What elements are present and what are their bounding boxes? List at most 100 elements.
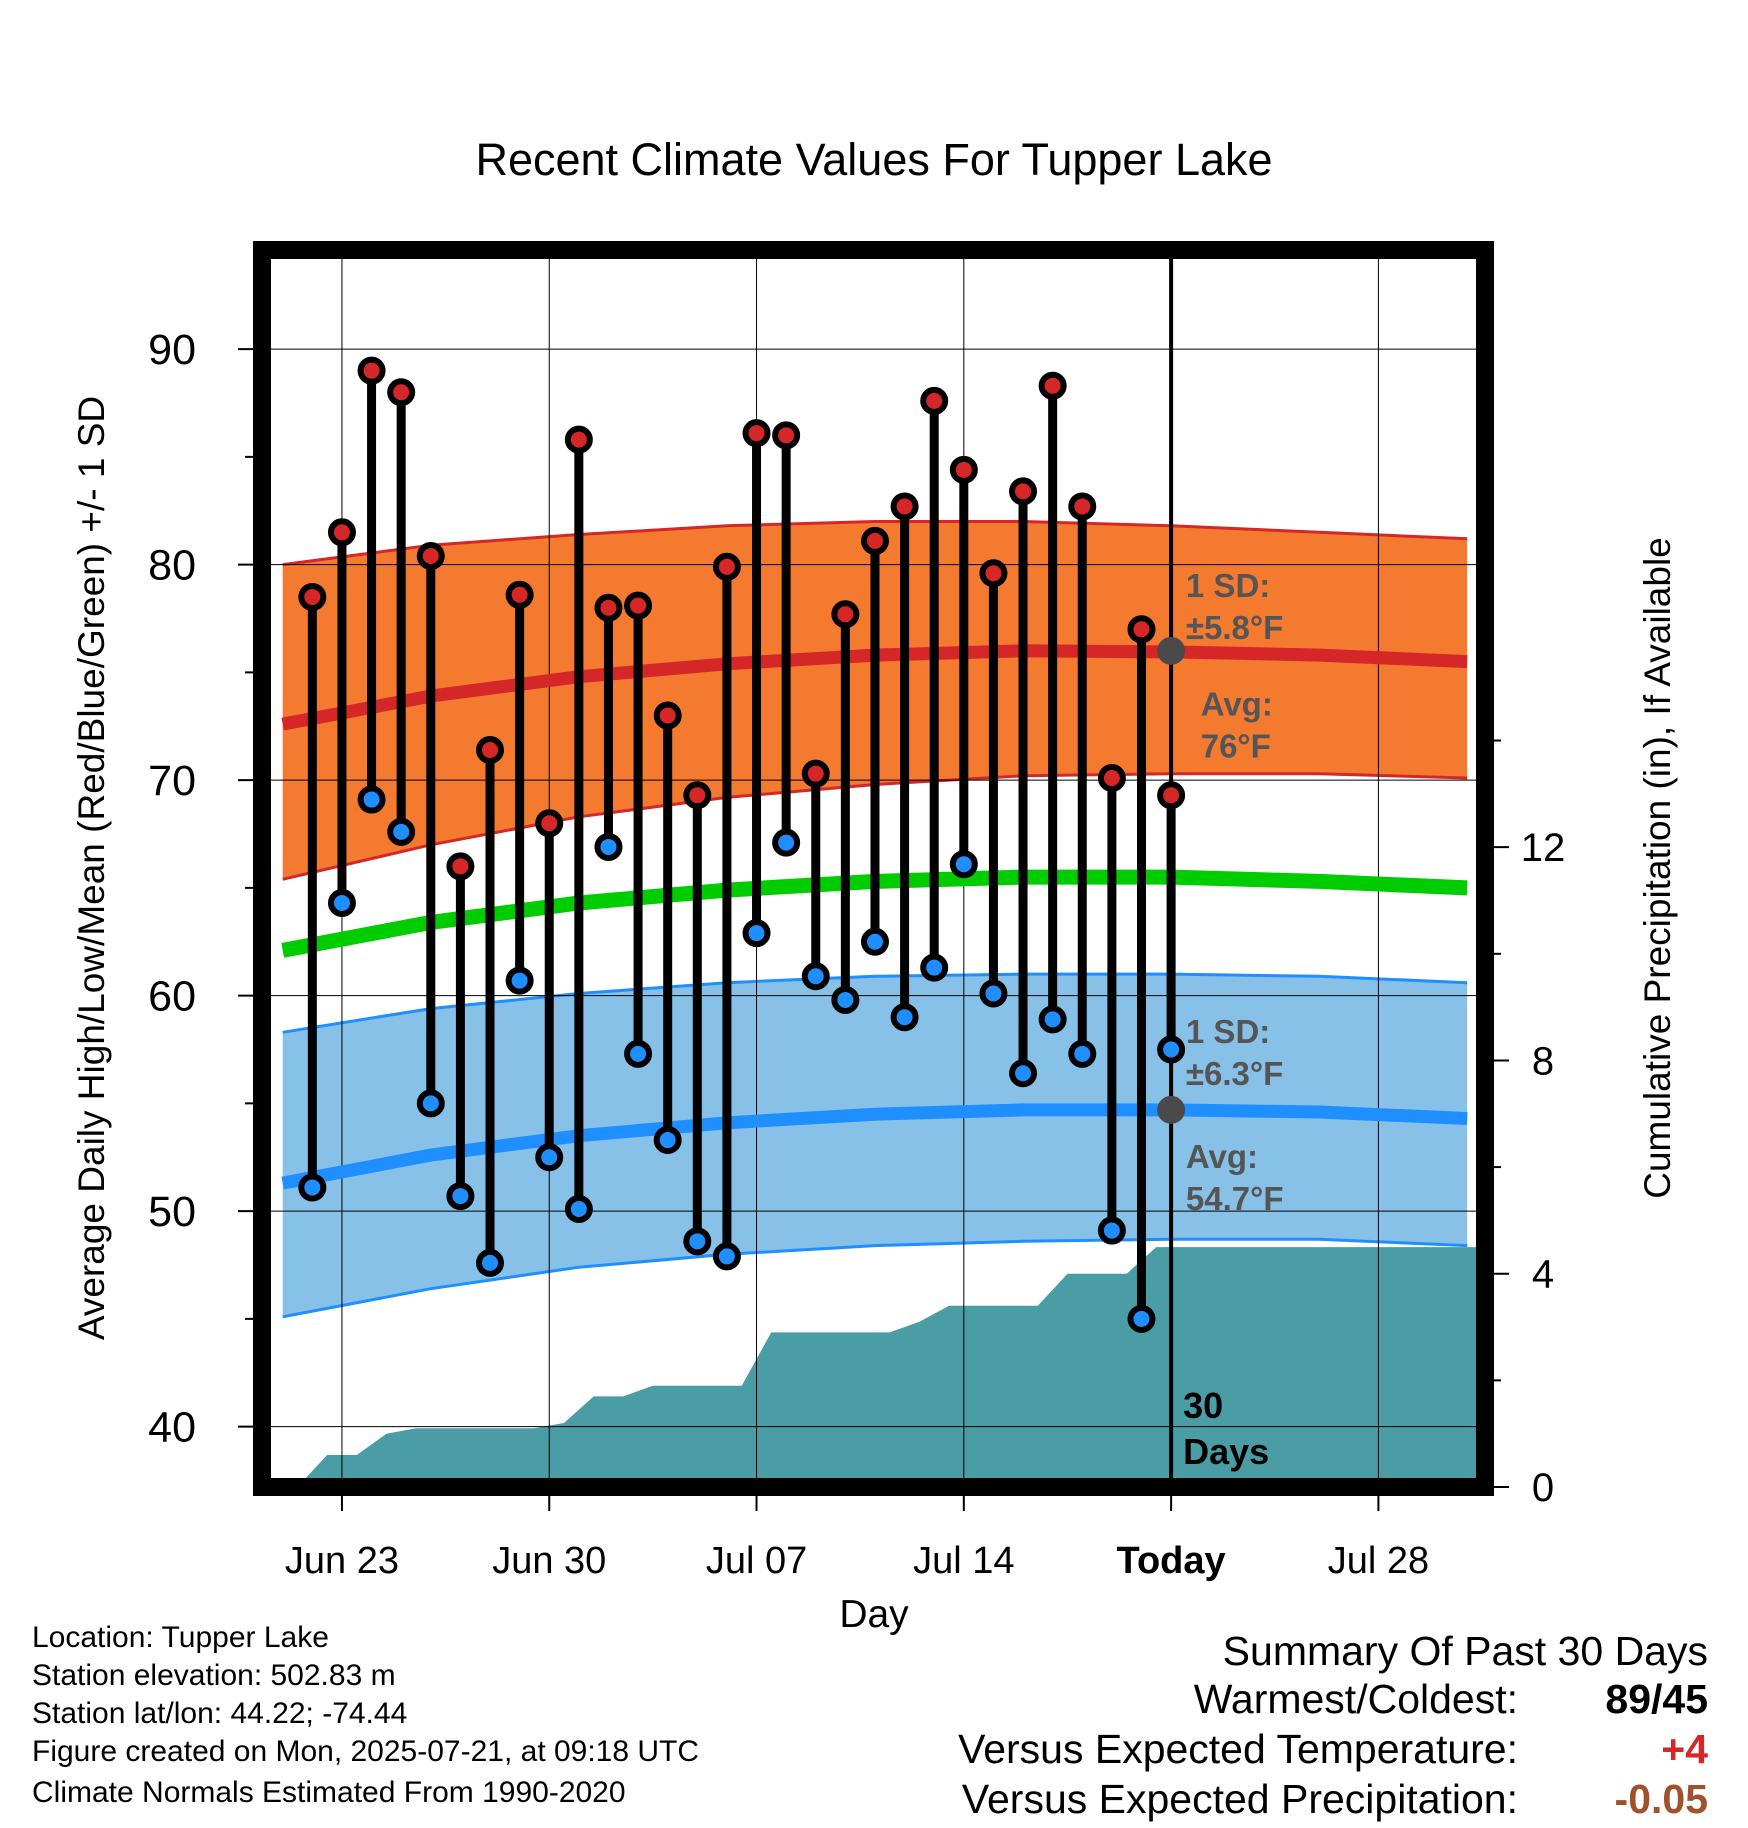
summary-precip-value: -0.05 xyxy=(1614,1776,1708,1822)
daily-low-point xyxy=(683,1227,712,1256)
x-tick-label: Jul 07 xyxy=(706,1540,807,1582)
y-tick-label: 40 xyxy=(148,1404,196,1452)
x-tick-label: Today xyxy=(1117,1540,1226,1582)
daily-low-point xyxy=(772,828,801,857)
today-avg-marker xyxy=(1157,1095,1186,1124)
sd-annotation: ±5.8°F xyxy=(1186,609,1283,646)
daily-high-point xyxy=(1127,615,1156,644)
x-tick-label: Jul 28 xyxy=(1328,1540,1429,1582)
x-axis-label: Day xyxy=(839,1593,909,1636)
y-tick-label: 50 xyxy=(148,1188,196,1236)
sd-line-low-1-sd xyxy=(282,972,1468,1034)
avg-low-line xyxy=(281,1103,1468,1190)
daily-high-point xyxy=(416,542,445,571)
daily-high-point xyxy=(505,580,534,609)
sd-annotation: 1 SD: xyxy=(1186,1013,1270,1050)
summary-precip-label: Versus Expected Precipitation: xyxy=(961,1776,1518,1822)
summary-temp-label: Versus Expected Temperature: xyxy=(958,1726,1518,1772)
daily-low-point xyxy=(920,953,949,982)
daily-low-point xyxy=(594,832,623,861)
sd-annotation: ±6.3°F xyxy=(1186,1055,1283,1092)
sd-line-high-1-sd xyxy=(282,520,1468,567)
daily-low-point xyxy=(505,966,534,995)
y2-tick-label: 8 xyxy=(1532,1039,1554,1083)
daily-high-point xyxy=(1068,492,1097,521)
daily-low-point xyxy=(949,850,978,879)
daily-low-point xyxy=(831,985,860,1014)
today-days-label: Days xyxy=(1183,1431,1269,1472)
daily-high-point xyxy=(772,421,801,450)
summary-precip-row: Versus Expected Precipitation: -0.05 xyxy=(962,1776,1708,1823)
y2-axis-label: Cumulative Precipitation (in), If Availa… xyxy=(1637,537,1678,1199)
daily-high-point xyxy=(979,559,1008,588)
x-tick-label: Jun 23 xyxy=(285,1540,399,1582)
sd-line-low-1-sd xyxy=(282,1237,1468,1319)
daily-high-point xyxy=(327,518,356,547)
daily-low-point xyxy=(653,1126,682,1155)
plot-area xyxy=(262,250,1485,1487)
daily-low-point xyxy=(860,927,889,956)
sd-annotation: Avg: xyxy=(1201,685,1273,722)
daily-high-point xyxy=(1009,477,1038,506)
daily-low-point xyxy=(801,962,830,991)
x-tick-label: Jun 30 xyxy=(492,1540,606,1582)
daily-low-point xyxy=(327,888,356,917)
y-axis-label: Average Daily High/Low/Mean (Red/Blue/Gr… xyxy=(71,396,112,1340)
daily-high-point xyxy=(801,759,830,788)
daily-low-point xyxy=(890,1003,919,1032)
y2-tick-label: 4 xyxy=(1532,1253,1554,1297)
daily-low-point xyxy=(712,1242,741,1271)
daily-high-point xyxy=(387,378,416,407)
sd-annotation: 1 SD: xyxy=(1186,567,1270,604)
summary-warmest-row: Warmest/Coldest: 89/45 xyxy=(1194,1676,1708,1723)
daily-low-point xyxy=(387,817,416,846)
daily-low-point xyxy=(535,1143,564,1172)
plot-frame xyxy=(253,241,1494,1496)
summary-title: Summary Of Past 30 Days xyxy=(1222,1628,1708,1674)
daily-high-point xyxy=(831,600,860,629)
y2-tick-label: 0 xyxy=(1532,1466,1554,1510)
daily-low-point xyxy=(1038,1005,1067,1034)
daily-high-point xyxy=(357,356,386,385)
daily-high-point xyxy=(298,582,327,611)
info-elevation: Station elevation: 502.83 m xyxy=(32,1659,396,1692)
daily-high-point xyxy=(476,735,505,764)
daily-low-point xyxy=(476,1248,505,1277)
info-latlon: Station lat/lon: 44.22; -74.44 xyxy=(32,1697,408,1730)
daily-high-point xyxy=(446,852,475,881)
daily-low-point xyxy=(1127,1304,1156,1333)
daily-low-point xyxy=(1157,1035,1186,1064)
daily-high-point xyxy=(949,455,978,484)
summary-warmest-value: 89/45 xyxy=(1605,1676,1708,1722)
y-tick-label: 60 xyxy=(148,973,196,1021)
info-location: Location: Tupper Lake xyxy=(32,1621,329,1654)
daily-high-point xyxy=(1157,781,1186,810)
info-created: Figure created on Mon, 2025-07-21, at 09… xyxy=(32,1735,700,1768)
y-tick-label: 70 xyxy=(148,757,196,805)
daily-low-point xyxy=(298,1173,327,1202)
daily-low-point xyxy=(979,979,1008,1008)
daily-low-point xyxy=(1097,1216,1126,1245)
sd-annotation: 54.7°F xyxy=(1186,1180,1284,1217)
daily-low-point xyxy=(1009,1059,1038,1088)
summary-temp-row: Versus Expected Temperature: +4 xyxy=(958,1726,1708,1773)
daily-low-point xyxy=(446,1182,475,1211)
daily-high-point xyxy=(860,526,889,555)
daily-high-point xyxy=(890,492,919,521)
today-days-label: 30 xyxy=(1183,1385,1223,1426)
daily-high-point xyxy=(535,809,564,838)
daily-low-point xyxy=(624,1039,653,1068)
sd-annotation: Avg: xyxy=(1186,1138,1258,1175)
y-tick-label: 80 xyxy=(148,542,196,590)
daily-high-point xyxy=(653,701,682,730)
info-normals: Climate Normals Estimated From 1990-2020 xyxy=(32,1776,626,1809)
chart-title: Recent Climate Values For Tupper Lake xyxy=(475,134,1272,185)
daily-high-point xyxy=(624,591,653,620)
daily-high-point xyxy=(742,419,771,448)
sd-annotation: 76°F xyxy=(1201,727,1271,764)
today-avg-marker xyxy=(1157,636,1186,665)
daily-low-point xyxy=(1068,1039,1097,1068)
y2-tick-label: 12 xyxy=(1521,826,1566,870)
daily-low-point xyxy=(357,785,386,814)
